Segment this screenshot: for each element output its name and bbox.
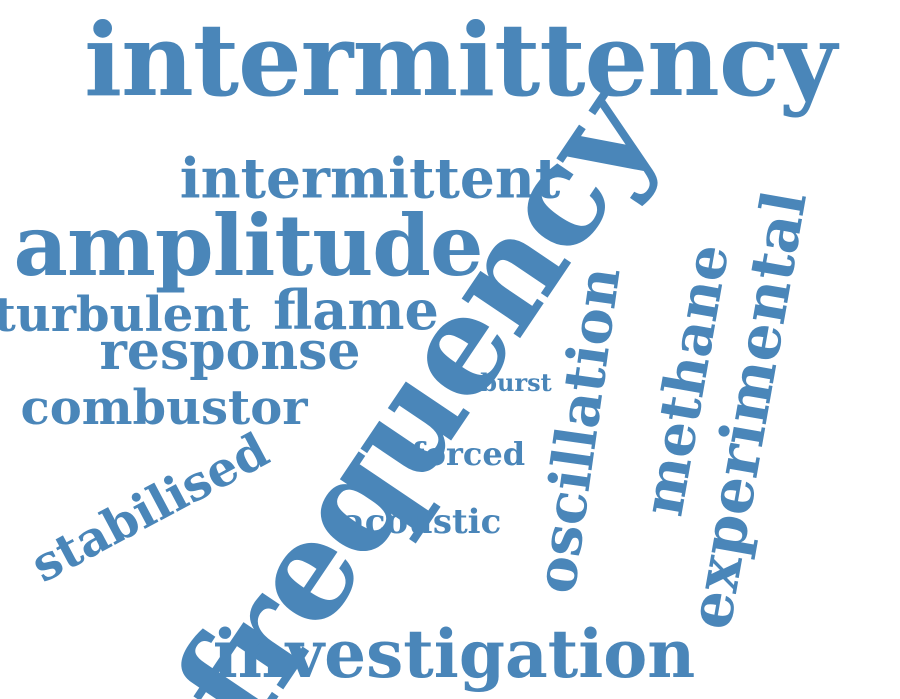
word-combustor: combustor (21, 384, 308, 432)
word-intermittency: intermittency (84, 10, 836, 110)
word-amplitude: amplitude (14, 204, 483, 288)
word-investigation: investigation (213, 621, 696, 687)
word-response: response (100, 326, 361, 378)
word-intermittent: intermittent (180, 151, 561, 206)
word-acoustic: acoustic (343, 505, 502, 539)
word-forced: forced (411, 438, 525, 470)
word-burst: burst (480, 371, 551, 395)
